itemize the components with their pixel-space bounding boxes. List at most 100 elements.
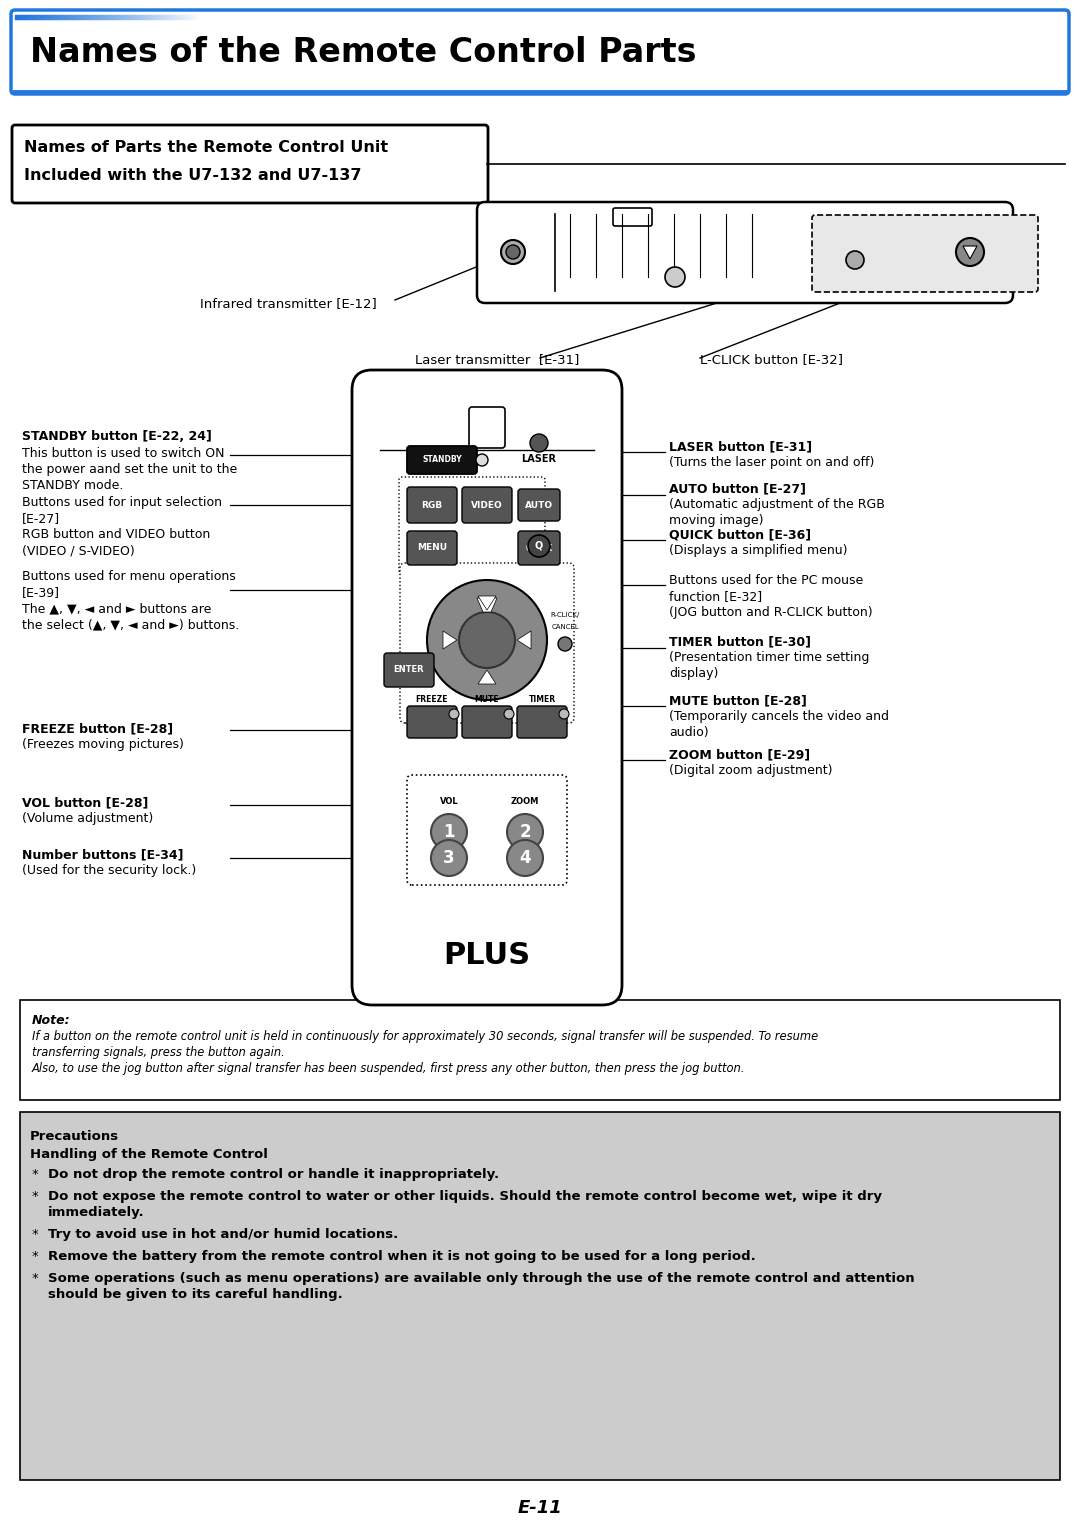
- Text: Buttons used for the PC mouse: Buttons used for the PC mouse: [669, 574, 863, 588]
- Text: display): display): [669, 667, 718, 681]
- Text: Try to avoid use in hot and/or humid locations.: Try to avoid use in hot and/or humid loc…: [48, 1228, 399, 1241]
- Circle shape: [427, 580, 546, 700]
- Circle shape: [507, 813, 543, 850]
- FancyBboxPatch shape: [462, 487, 512, 523]
- Polygon shape: [478, 597, 496, 610]
- Text: The ▲, ▼, ◄ and ► buttons are: The ▲, ▼, ◄ and ► buttons are: [22, 601, 212, 615]
- FancyBboxPatch shape: [518, 488, 561, 520]
- Circle shape: [507, 246, 519, 259]
- Text: Buttons used for menu operations: Buttons used for menu operations: [22, 571, 235, 583]
- FancyBboxPatch shape: [407, 487, 457, 523]
- FancyBboxPatch shape: [469, 407, 505, 449]
- Text: R-CLICK/: R-CLICK/: [551, 612, 580, 618]
- Polygon shape: [963, 246, 977, 259]
- Text: [E-27]: [E-27]: [22, 513, 60, 525]
- Circle shape: [528, 536, 550, 557]
- Text: 4: 4: [519, 848, 530, 867]
- FancyBboxPatch shape: [517, 707, 567, 739]
- Text: VIDEO: VIDEO: [471, 501, 503, 510]
- Circle shape: [559, 710, 569, 719]
- Text: VOL: VOL: [440, 798, 458, 807]
- Polygon shape: [517, 630, 531, 649]
- Text: Names of the Remote Control Parts: Names of the Remote Control Parts: [30, 35, 697, 69]
- Text: 2: 2: [519, 823, 530, 841]
- Circle shape: [431, 813, 467, 850]
- Text: FREEZE button [E-28]: FREEZE button [E-28]: [22, 722, 173, 736]
- FancyBboxPatch shape: [477, 201, 1013, 304]
- Text: AUTO button [E-27]: AUTO button [E-27]: [669, 482, 806, 494]
- Text: MUTE: MUTE: [475, 696, 499, 705]
- FancyBboxPatch shape: [407, 707, 457, 739]
- Text: [E-39]: [E-39]: [22, 586, 60, 600]
- Text: ENTER: ENTER: [394, 665, 424, 674]
- Text: E-11: E-11: [517, 1499, 563, 1517]
- Text: RGB: RGB: [421, 501, 443, 510]
- FancyBboxPatch shape: [11, 11, 1069, 95]
- Text: *: *: [32, 1228, 39, 1241]
- Text: (Digital zoom adjustment): (Digital zoom adjustment): [669, 765, 833, 777]
- FancyBboxPatch shape: [407, 531, 457, 565]
- Text: CANCEL: CANCEL: [551, 624, 579, 630]
- Text: ZOOM: ZOOM: [511, 798, 539, 807]
- Text: TIMER button [E-30]: TIMER button [E-30]: [669, 635, 811, 649]
- Bar: [21, 1000, 1059, 1100]
- Text: Do not drop the remote control or handle it inappropriately.: Do not drop the remote control or handle…: [48, 1167, 499, 1181]
- Text: the select (▲, ▼, ◄ and ►) buttons.: the select (▲, ▼, ◄ and ►) buttons.: [22, 618, 240, 630]
- Text: Infrared transmitter [E-12]: Infrared transmitter [E-12]: [200, 298, 377, 310]
- Text: LASER: LASER: [522, 455, 556, 464]
- Text: Note:: Note:: [32, 1013, 70, 1027]
- Text: L-CLICK button [E-32]: L-CLICK button [E-32]: [700, 353, 843, 366]
- Circle shape: [504, 710, 514, 719]
- Text: immediately.: immediately.: [48, 1206, 145, 1219]
- Text: STANDBY button [E-22, 24]: STANDBY button [E-22, 24]: [22, 430, 212, 443]
- Text: audio): audio): [669, 726, 708, 739]
- Circle shape: [507, 839, 543, 876]
- Text: STANDBY mode.: STANDBY mode.: [22, 479, 123, 491]
- Text: If a button on the remote control unit is held in continuously for approximately: If a button on the remote control unit i…: [32, 1030, 819, 1042]
- FancyBboxPatch shape: [613, 208, 652, 226]
- Text: PLUS: PLUS: [444, 940, 530, 969]
- FancyBboxPatch shape: [399, 478, 545, 572]
- Text: (JOG button and R-CLICK button): (JOG button and R-CLICK button): [669, 606, 873, 620]
- Text: should be given to its careful handling.: should be given to its careful handling.: [48, 1288, 342, 1302]
- Polygon shape: [443, 630, 457, 649]
- Text: Number buttons [E-34]: Number buttons [E-34]: [22, 848, 184, 861]
- Polygon shape: [478, 670, 496, 684]
- Text: *: *: [32, 1250, 39, 1264]
- Text: Laser transmitter  [E-31]: Laser transmitter [E-31]: [415, 353, 579, 366]
- Text: QUICK button [E-36]: QUICK button [E-36]: [669, 528, 811, 542]
- Text: ZOOM button [E-29]: ZOOM button [E-29]: [669, 748, 810, 761]
- Text: (VIDEO / S-VIDEO): (VIDEO / S-VIDEO): [22, 543, 135, 557]
- Text: Do not expose the remote control to water or other liquids. Should the remote co: Do not expose the remote control to wate…: [48, 1190, 882, 1202]
- Text: (Used for the security lock.): (Used for the security lock.): [22, 864, 197, 877]
- Text: (Automatic adjustment of the RGB: (Automatic adjustment of the RGB: [669, 497, 885, 511]
- Text: (Displays a simplified menu): (Displays a simplified menu): [669, 543, 848, 557]
- Circle shape: [665, 267, 685, 287]
- Text: moving image): moving image): [669, 514, 764, 526]
- Text: *: *: [32, 1273, 39, 1285]
- Text: *: *: [32, 1190, 39, 1202]
- Text: TIMER: TIMER: [528, 696, 555, 705]
- Text: Some operations (such as menu operations) are available only through the use of : Some operations (such as menu operations…: [48, 1273, 915, 1285]
- Text: Included with the U7-132 and U7-137: Included with the U7-132 and U7-137: [24, 168, 362, 183]
- Text: the power aand set the unit to the: the power aand set the unit to the: [22, 462, 238, 476]
- Text: Buttons used for input selection: Buttons used for input selection: [22, 496, 222, 510]
- Text: Names of Parts the Remote Control Unit: Names of Parts the Remote Control Unit: [24, 140, 388, 156]
- Circle shape: [459, 612, 515, 668]
- FancyBboxPatch shape: [407, 446, 477, 475]
- FancyBboxPatch shape: [462, 707, 512, 739]
- Text: VOL button [E-28]: VOL button [E-28]: [22, 797, 148, 809]
- Text: (Temporarily cancels the video and: (Temporarily cancels the video and: [669, 710, 889, 723]
- Text: This button is used to switch ON: This button is used to switch ON: [22, 447, 225, 459]
- Text: 3: 3: [443, 848, 455, 867]
- FancyBboxPatch shape: [518, 531, 561, 565]
- Text: Also, to use the jog button after signal transfer has been suspended, first pres: Also, to use the jog button after signal…: [32, 1062, 745, 1074]
- FancyBboxPatch shape: [400, 563, 573, 723]
- Text: RGB button and VIDEO button: RGB button and VIDEO button: [22, 528, 211, 542]
- Text: *: *: [32, 1167, 39, 1181]
- Circle shape: [846, 250, 864, 269]
- Polygon shape: [477, 598, 497, 612]
- Text: AUTO: AUTO: [525, 501, 553, 510]
- Bar: [21, 1112, 1059, 1480]
- FancyBboxPatch shape: [384, 653, 434, 687]
